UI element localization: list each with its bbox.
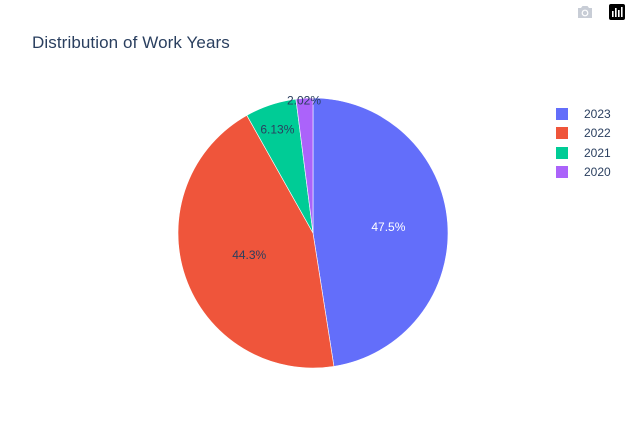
legend-item-2021[interactable]: 2021 bbox=[556, 143, 611, 163]
legend-swatch bbox=[556, 127, 568, 140]
pie-slice-2020[interactable] bbox=[295, 97, 314, 234]
camera-icon[interactable] bbox=[575, 2, 595, 22]
legend-item-2022[interactable]: 2022 bbox=[556, 124, 611, 144]
chart-title: Distribution of Work Years bbox=[32, 33, 230, 52]
slice-label-2022: 44.3% bbox=[232, 248, 266, 262]
legend-swatch bbox=[556, 146, 568, 159]
pie-slice-2023[interactable] bbox=[312, 97, 449, 367]
slice-label-2020: 2.02% bbox=[287, 94, 321, 108]
legend-label: 2021 bbox=[584, 145, 611, 160]
plotly-logo-icon[interactable] bbox=[607, 2, 627, 22]
legend-item-2020[interactable]: 2020 bbox=[556, 163, 611, 183]
legend-swatch bbox=[556, 166, 568, 179]
legend-label: 2022 bbox=[584, 126, 611, 141]
slice-label-2023: 47.5% bbox=[371, 220, 405, 234]
legend-label: 2020 bbox=[584, 165, 611, 180]
legend-label: 2023 bbox=[584, 106, 611, 121]
legend: 2023 2022 2021 2020 bbox=[556, 104, 611, 182]
pie-slice-2022[interactable] bbox=[177, 114, 335, 369]
slice-label-2021: 6.13% bbox=[260, 122, 294, 136]
legend-swatch bbox=[556, 107, 568, 120]
legend-item-2023[interactable]: 2023 bbox=[556, 104, 611, 124]
modebar bbox=[575, 2, 627, 22]
